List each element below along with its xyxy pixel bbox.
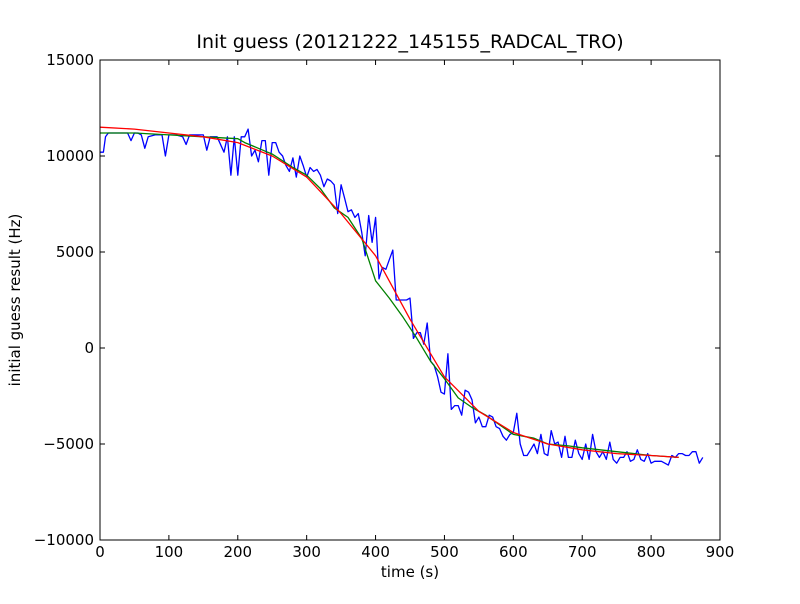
x-axis-label: time (s) [381, 563, 439, 581]
chart-title: Init guess (20121222_145155_RADCAL_TRO) [196, 31, 623, 53]
y-tick-label: 10000 [46, 147, 94, 165]
x-tick-label: 700 [568, 543, 597, 561]
plot-area-frame [99, 59, 721, 541]
series-layer [99, 126, 704, 466]
x-tick-label: 500 [430, 543, 459, 561]
y-tick-label: −5000 [43, 435, 94, 453]
series-line-3 [99, 126, 679, 459]
y-axis-label: initial guess result (Hz) [6, 214, 24, 387]
y-tick-label: 15000 [46, 51, 94, 69]
x-tick-label: 800 [637, 543, 666, 561]
x-tick-label: 300 [292, 543, 321, 561]
x-tick-label: 100 [155, 543, 184, 561]
x-tick-label: 400 [361, 543, 390, 561]
tick-layer: 0 100 200 300 400 500 600 700 800 900 −10000 −5000 0… [34, 51, 735, 561]
y-tick-label: 5000 [56, 243, 94, 261]
x-tick-label: 600 [499, 543, 528, 561]
y-tick-label: 0 [84, 339, 94, 357]
x-tick-label: 200 [223, 543, 252, 561]
x-tick-label: 900 [706, 543, 735, 561]
x-tick-label: 0 [95, 543, 105, 561]
y-tick-label: −10000 [34, 531, 94, 549]
